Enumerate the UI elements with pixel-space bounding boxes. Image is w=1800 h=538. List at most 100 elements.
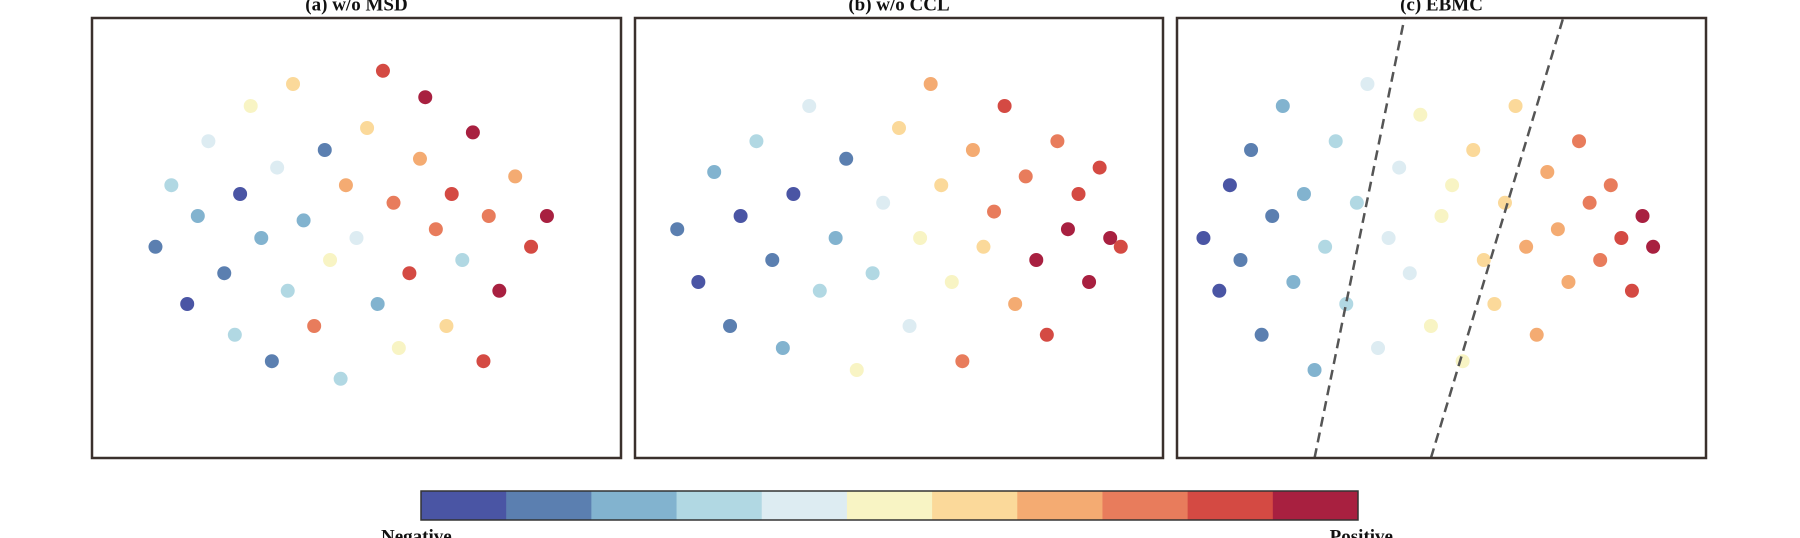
scatter-point xyxy=(944,275,959,289)
scatter-point xyxy=(1466,143,1481,157)
scatter-point xyxy=(1423,319,1438,333)
scatter-point xyxy=(1413,107,1428,122)
scatter-point xyxy=(1328,134,1343,149)
colorbar-segment xyxy=(1102,491,1189,520)
scatter-point xyxy=(349,231,364,245)
scatter-point xyxy=(1635,209,1650,223)
scatter-point xyxy=(1060,222,1075,237)
scatter-point xyxy=(913,231,928,245)
scatter-point xyxy=(333,371,348,386)
scatter-point xyxy=(444,187,459,201)
scatter-point xyxy=(492,283,507,298)
scatter-point xyxy=(307,319,322,333)
colorbar-label: Negative xyxy=(381,526,452,538)
scatter-point xyxy=(1371,341,1386,355)
scatter-point xyxy=(1103,231,1118,245)
scatter-point xyxy=(1646,239,1661,254)
scatter-point xyxy=(1550,222,1565,237)
colorbar-frame xyxy=(420,490,1359,521)
scatter-point xyxy=(707,165,722,179)
scatter-point xyxy=(286,77,301,91)
scatter-point xyxy=(539,209,554,223)
scatter-point xyxy=(1381,231,1396,245)
scatter-point xyxy=(1265,209,1280,223)
scatter-point xyxy=(812,283,827,298)
colorbar-segment xyxy=(761,491,848,520)
scatter-point xyxy=(1497,195,1512,210)
scatter-point xyxy=(164,178,179,193)
scatter-point xyxy=(360,121,375,135)
scatter-point xyxy=(849,363,864,377)
scatter-point xyxy=(391,341,406,355)
scatter-point xyxy=(254,231,269,245)
colorbar-segment xyxy=(846,491,933,520)
scatter-point xyxy=(934,178,949,193)
scatter-point xyxy=(1018,169,1033,184)
scatter-point xyxy=(1307,363,1322,377)
scatter-point xyxy=(955,354,970,369)
scatter-point xyxy=(1624,283,1639,298)
scatter-point xyxy=(465,125,480,140)
scatter-point xyxy=(317,143,332,157)
scatter-point xyxy=(1254,327,1269,342)
scatter-point xyxy=(1360,77,1375,91)
scatter-point xyxy=(1434,209,1449,223)
scatter-point xyxy=(1603,178,1618,193)
colorbar-segment xyxy=(421,491,507,520)
scatter-point xyxy=(786,187,801,201)
panel-frame xyxy=(633,16,1165,460)
scatter-point xyxy=(1275,99,1290,113)
scatter-point xyxy=(965,143,980,157)
scatter-point xyxy=(1572,134,1587,149)
scatter-point xyxy=(1244,143,1259,157)
scatter-point xyxy=(1614,231,1629,245)
scatter-point xyxy=(1476,253,1491,267)
colorbar-segment xyxy=(1017,491,1103,520)
scatter-point xyxy=(386,195,401,210)
scatter-point xyxy=(296,213,311,228)
scatter-point xyxy=(280,283,295,298)
scatter-point xyxy=(1196,231,1211,245)
scatter-point xyxy=(1455,354,1470,369)
panel-frame xyxy=(1175,16,1708,460)
scatter-point xyxy=(1508,99,1523,113)
scatter-point xyxy=(839,151,854,166)
scatter-point xyxy=(1029,253,1044,267)
scatter-point xyxy=(765,253,780,267)
scatter-point xyxy=(233,187,248,201)
scatter-point xyxy=(1318,239,1333,254)
scatter-point xyxy=(1339,297,1354,311)
scatter-point xyxy=(1445,178,1460,193)
scatter-point xyxy=(1540,165,1555,179)
scatter-point xyxy=(670,222,685,237)
scatter-point xyxy=(1392,160,1407,175)
scatter-point xyxy=(402,266,417,281)
scatter-point xyxy=(723,319,738,333)
panel-title: (a) w/o MSD xyxy=(305,0,407,15)
scatter-point xyxy=(524,239,539,254)
scatter-point xyxy=(1349,195,1364,210)
scatter-point xyxy=(749,134,764,149)
scatter-point xyxy=(1519,239,1534,254)
scatter-point xyxy=(1008,297,1023,311)
scatter-point xyxy=(323,253,338,267)
panel-title: (b) w/o CCL xyxy=(848,0,949,15)
scatter-point xyxy=(201,134,216,149)
colorbar-segment xyxy=(1187,491,1274,520)
scatter-point xyxy=(733,209,748,223)
scatter-point xyxy=(1092,160,1107,175)
scatter-point xyxy=(1561,275,1576,289)
scatter-point xyxy=(428,222,443,237)
scatter-point xyxy=(180,297,195,311)
scatter-point xyxy=(1593,253,1608,267)
colorbar-segment xyxy=(1272,491,1359,520)
scatter-point xyxy=(508,169,523,184)
boundary-line xyxy=(1313,17,1406,459)
scatter-point xyxy=(1050,134,1065,149)
scatter-point xyxy=(190,209,205,223)
scatter-point xyxy=(1233,253,1248,267)
scatter-point xyxy=(338,178,353,193)
scatter-point xyxy=(264,354,279,369)
scatter-point xyxy=(1222,178,1237,193)
